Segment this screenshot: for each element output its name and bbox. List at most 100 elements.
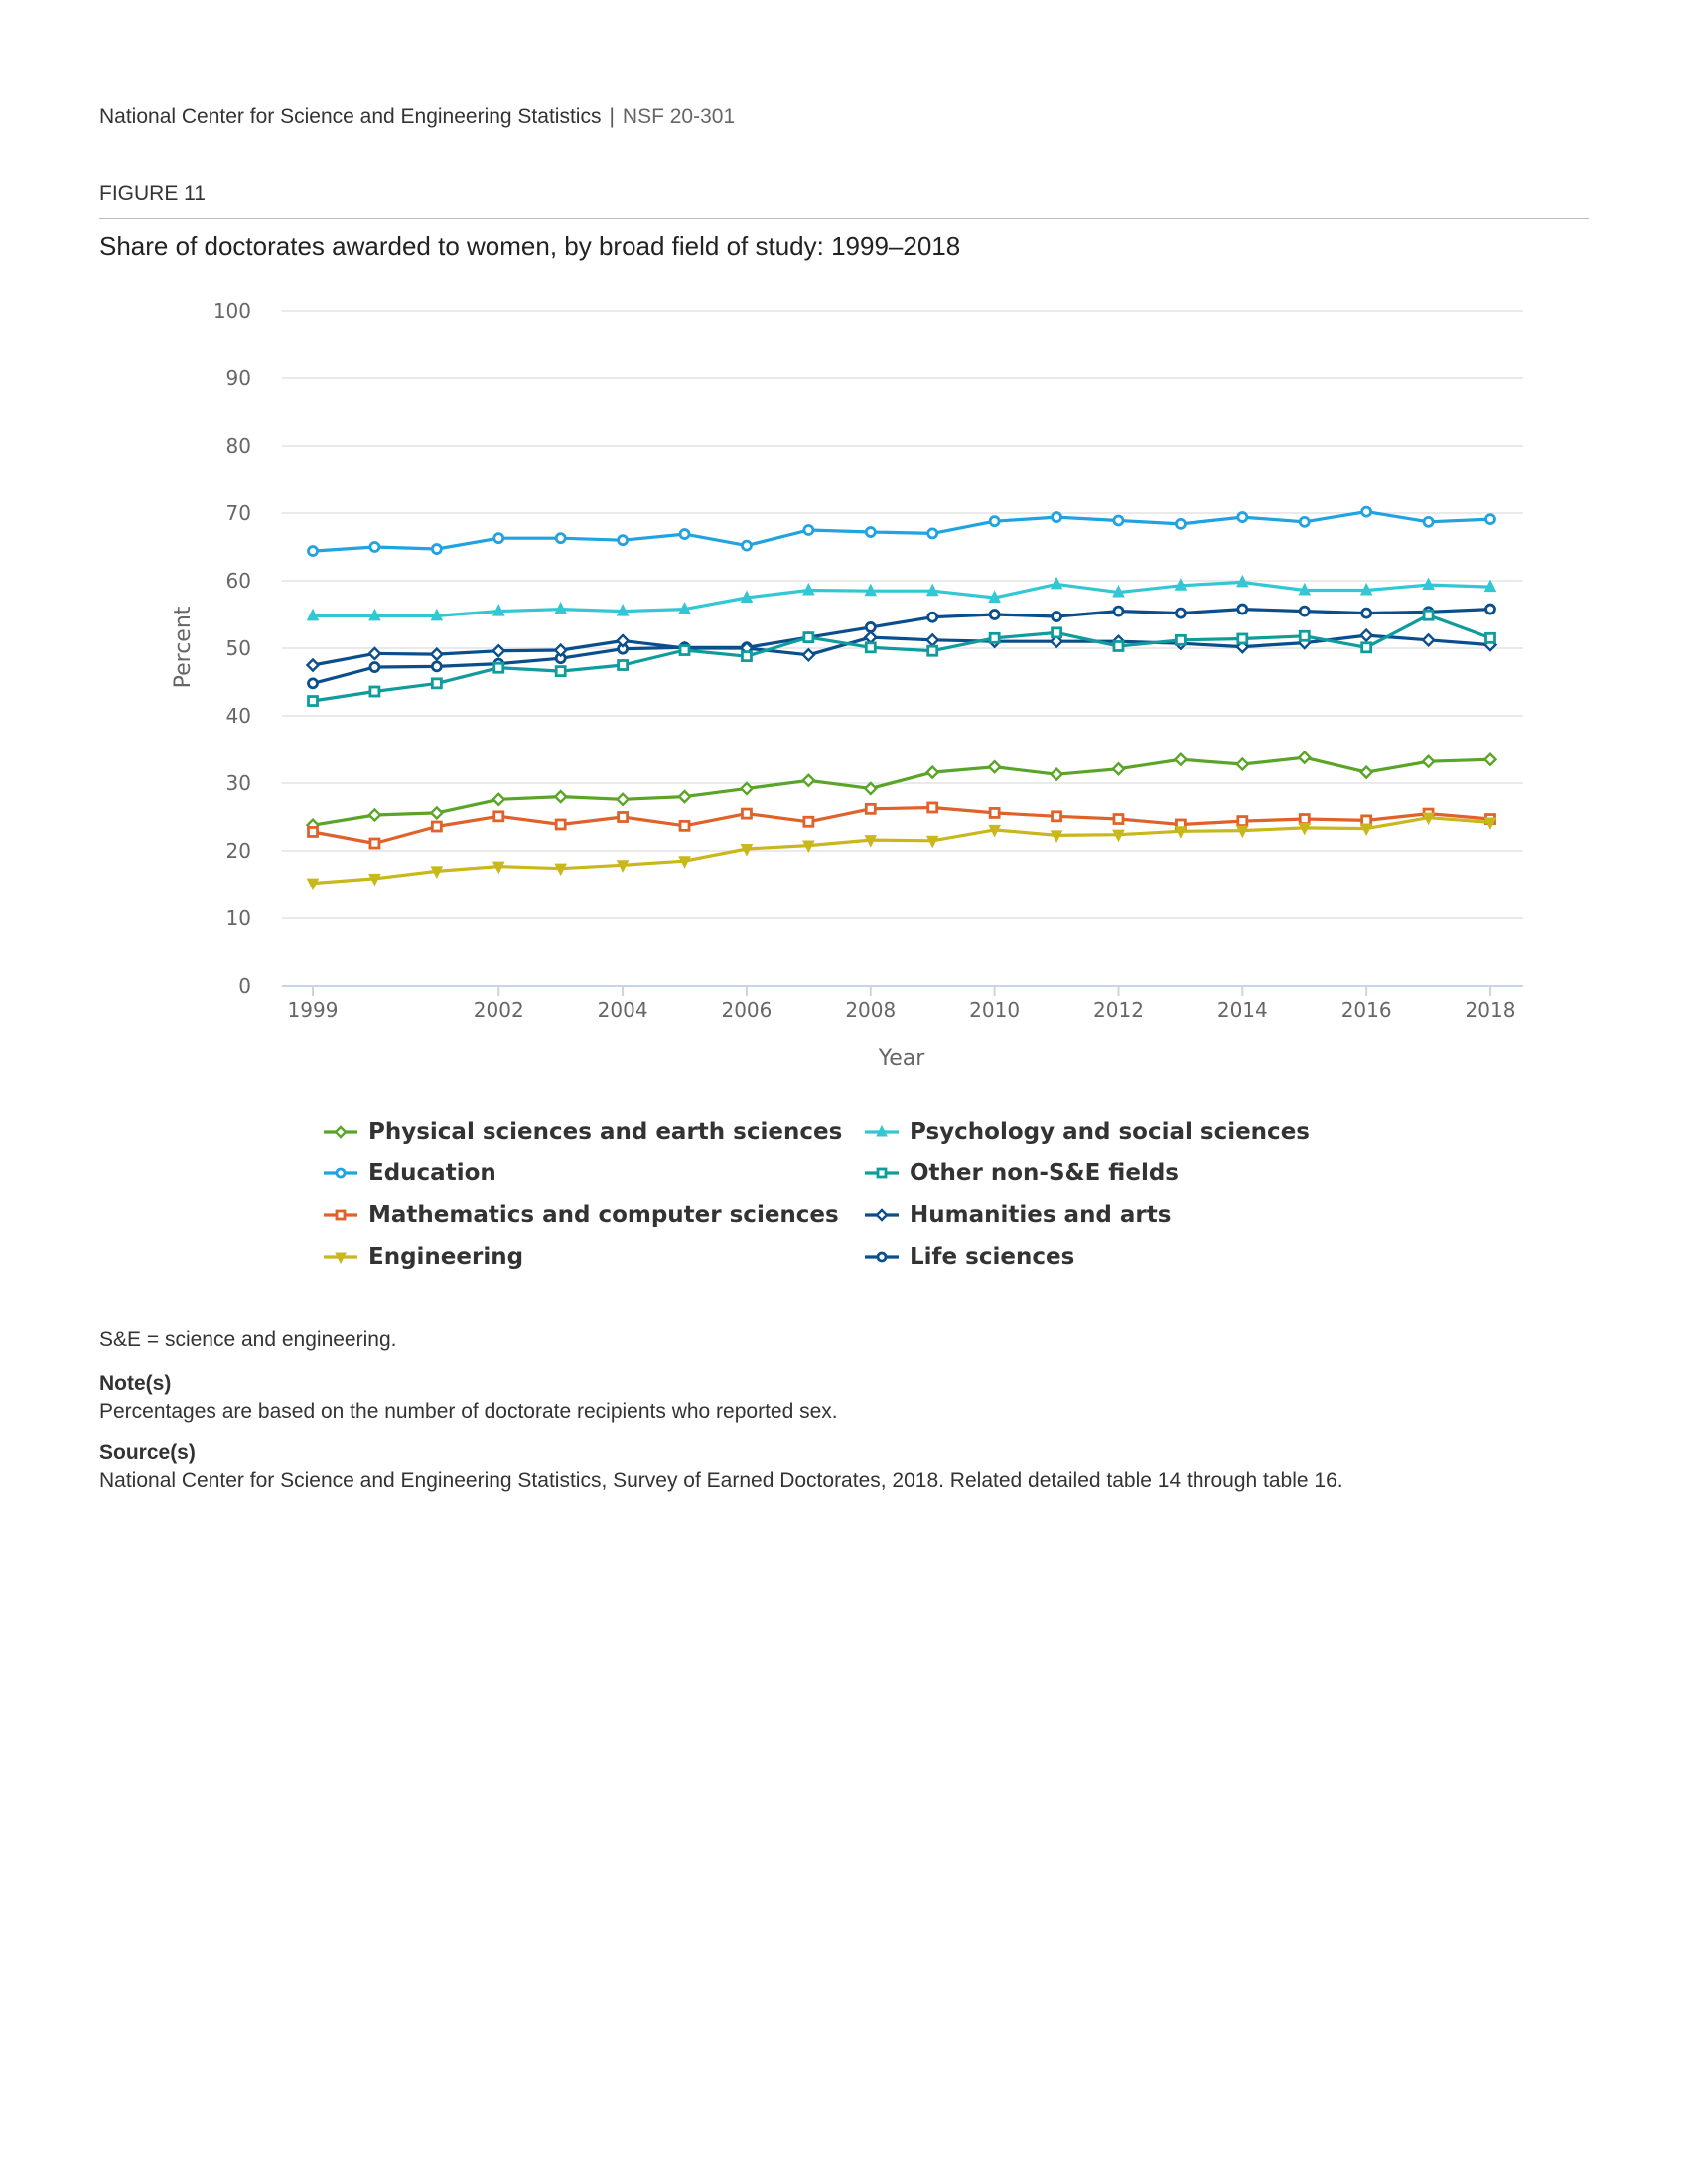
legend-item: Engineering [323, 1242, 864, 1272]
data-point [492, 661, 505, 674]
legend-swatch [324, 1125, 357, 1139]
data-point [1298, 822, 1312, 836]
data-point [1174, 517, 1187, 530]
abbreviation-note: S&E = science and engineering. [99, 1328, 397, 1351]
data-point [554, 665, 567, 678]
data-point [307, 677, 319, 690]
data-point [306, 608, 320, 621]
data-point [430, 608, 444, 621]
data-point [1112, 829, 1125, 843]
data-point [1298, 582, 1312, 596]
data-point [926, 644, 939, 657]
data-point [1422, 609, 1435, 621]
data-point [1236, 815, 1249, 827]
data-point [678, 528, 691, 540]
data-point [616, 603, 630, 616]
y-tick-label: 90 [226, 366, 251, 390]
data-point [678, 856, 691, 869]
data-point [1422, 515, 1435, 528]
header-separator: | [609, 105, 615, 128]
legend-item: Physical sciences and earth sciences [323, 1117, 864, 1147]
legend-item: Mathematics and computer sciences [323, 1200, 864, 1230]
data-point [802, 524, 815, 536]
data-point [988, 824, 1001, 838]
source-heading: Source(s) [99, 1441, 196, 1464]
y-tick-label: 50 [226, 636, 251, 660]
y-axis-label: Percent [171, 606, 196, 688]
figure-notes: S&E = science and engineering. Note(s) P… [99, 1326, 1589, 1495]
data-point [677, 789, 692, 804]
data-point [1484, 513, 1496, 526]
data-point [1236, 632, 1249, 645]
y-tick-label: 30 [226, 771, 251, 795]
data-point [925, 632, 940, 648]
legend-marker [876, 1167, 888, 1179]
x-tick-label: 2018 [1466, 998, 1516, 1022]
legend-swatch [865, 1208, 899, 1222]
series-line [311, 633, 1492, 667]
report-header: National Center for Science and Engineer… [99, 105, 735, 129]
legend-item: Psychology and social sciences [864, 1117, 1405, 1147]
data-point [1111, 761, 1126, 776]
data-point [305, 657, 321, 673]
data-point [1049, 766, 1064, 782]
data-point [802, 582, 815, 596]
data-point [430, 820, 443, 833]
legend-marker [335, 1167, 347, 1179]
series-7 [307, 609, 1496, 707]
data-point [801, 773, 816, 788]
x-tick-label: 2006 [721, 998, 772, 1022]
organization-name: National Center for Science and Engineer… [99, 105, 602, 128]
data-point [553, 642, 568, 658]
data-point [925, 583, 939, 597]
report-id: NSF 20-301 [622, 105, 736, 128]
data-point [926, 527, 939, 540]
data-point [1112, 605, 1125, 617]
data-point [1298, 515, 1311, 528]
data-point [1051, 626, 1062, 639]
data-point [615, 633, 631, 648]
legend-swatch [865, 1167, 899, 1179]
data-point [1236, 603, 1249, 615]
line-chart: 0 10 20 30 40 50 60 70 80 90 100 1999 2002 2004 2006 20… [171, 299, 1523, 1071]
data-point [1421, 754, 1436, 769]
data-point [1112, 640, 1125, 652]
legend-swatch [865, 1124, 899, 1137]
data-point [863, 781, 878, 796]
data-point [1051, 810, 1062, 823]
title-divider [99, 218, 1589, 219]
chart-legend: Physical sciences and earth sciences Psyc… [323, 1117, 1415, 1272]
data-point [368, 608, 381, 621]
data-point [368, 837, 381, 850]
data-point [307, 545, 319, 557]
data-point [988, 609, 1001, 620]
data-point [430, 543, 443, 555]
series-line [311, 614, 1492, 703]
legend-swatch [324, 1252, 357, 1265]
data-point [801, 647, 816, 662]
series-line [311, 607, 1492, 686]
data-point [430, 866, 444, 880]
legend-marker [876, 1124, 888, 1137]
data-point [1484, 603, 1496, 615]
data-point [926, 611, 939, 623]
data-point [1050, 576, 1063, 590]
legend-marker [876, 1251, 888, 1263]
data-point [1360, 641, 1373, 654]
data-point [367, 646, 382, 661]
data-point [1298, 605, 1311, 617]
figure-label: FIGURE 11 [99, 182, 206, 205]
series-line [311, 816, 1492, 886]
data-point [367, 807, 382, 823]
legend-label: Psychology and social sciences [910, 1119, 1310, 1145]
data-point [492, 861, 505, 875]
data-point [864, 526, 877, 538]
data-point [1360, 814, 1373, 827]
data-point [678, 819, 691, 832]
data-point [1298, 813, 1311, 825]
series-1 [305, 750, 1498, 833]
legend-item: Life sciences [864, 1242, 1405, 1272]
series-4 [306, 812, 1497, 891]
chart-title: Share of doctorates awarded to women, by… [99, 231, 961, 261]
x-tick-label: 2016 [1341, 998, 1392, 1022]
